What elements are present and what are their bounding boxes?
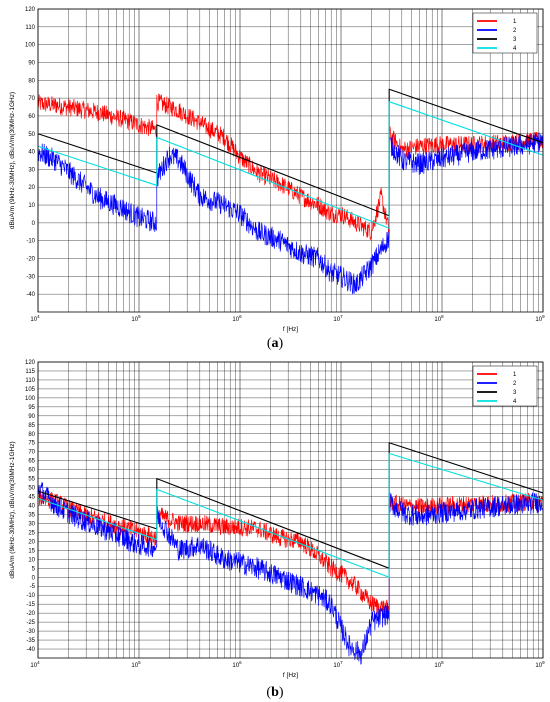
chart-a-ytick-label: 70: [28, 96, 35, 102]
chart-b-ytick-label: 25: [28, 530, 35, 536]
chart-a-ylabel: dBuA/m (9kHz-30MHz), dBuV/m(30MHz-1GHz): [9, 92, 16, 229]
chart-b-legend: 1 2 3 4: [472, 365, 538, 407]
chart-b-ytick-label: 20: [28, 539, 35, 545]
caption-b: (b): [266, 685, 283, 700]
chart-b-ytick-label: 55: [28, 477, 35, 483]
chart-b-ytick-label: 65: [28, 459, 35, 465]
chart-b-ytick-label: -20: [26, 611, 35, 617]
chart-b-xtick-label: 104: [30, 660, 40, 669]
chart-b-legend-label: 4: [513, 399, 517, 405]
chart-a-series-3-line: [37, 88, 544, 217]
chart-b-xtick-label: 105: [131, 660, 141, 669]
chart-b-legend-label: 1: [513, 372, 517, 378]
chart-b-xlabel: f [Hz]: [283, 672, 298, 679]
chart-b-ytick-label: -30: [26, 629, 35, 635]
chart-b-xtick-label: 108: [434, 660, 444, 669]
chart-b-ytick-label: 50: [28, 486, 35, 492]
chart-b-ytick-label: 110: [25, 378, 35, 384]
chart-b-ytick-label: 10: [28, 557, 35, 563]
chart-b-ytick-label: -35: [26, 638, 35, 644]
chart-a-legend-label: 3: [513, 37, 517, 43]
chart-b-series-2-line: [37, 482, 544, 665]
chart-b-frame: [37, 361, 544, 659]
chart-a-plot-area: [38, 9, 543, 312]
chart-a-ytick-label: -30: [26, 274, 35, 280]
chart-b-ytick-label: 95: [28, 405, 35, 411]
chart-a-xtick-label: 107: [333, 314, 343, 323]
chart-a-ytick-label: -40: [26, 292, 35, 298]
chart-b-ytick-label: 40: [28, 504, 35, 510]
chart-b-ytick-label: -15: [26, 602, 35, 608]
chart-b-legend-label: 2: [513, 381, 517, 387]
chart-a-ytick-label: 30: [28, 167, 35, 173]
chart-b-ytick-label: 90: [28, 414, 35, 420]
chart-b-xtick-label: 107: [333, 660, 343, 669]
chart-a-ytick-label: 110: [25, 25, 35, 31]
chart-b-ytick-label: 85: [28, 423, 35, 429]
chart-a-xtick-label: 106: [232, 314, 242, 323]
chart-b-ytick-label: 70: [28, 450, 35, 456]
chart-a-xlabel: f [Hz]: [283, 326, 298, 333]
chart-b-ytick-label: -10: [26, 593, 35, 599]
chart-b-ytick-label: -40: [26, 647, 35, 653]
chart-a-ytick-label: -20: [26, 257, 35, 263]
chart-a-ytick-label: 100: [25, 43, 36, 49]
caption-a: (a): [267, 336, 284, 351]
chart-b-ytick-label: 5: [32, 566, 36, 572]
chart-b-ytick-label: 30: [28, 521, 35, 527]
chart-b-ytick-label: 115: [25, 369, 35, 375]
chart-b-legend-label: 3: [513, 390, 517, 396]
chart-b-ylabel: dBuA/m (9kHz-30MHz), dBuV/m(30MHz-1GHz): [9, 441, 16, 578]
chart-a-ytick-label: 60: [28, 114, 35, 120]
chart-b-ytick-label: -5: [30, 584, 36, 590]
chart-a-ytick-label: 90: [28, 60, 35, 66]
chart-b-legend-box: [472, 365, 538, 407]
chart-a-xtick-label: 104: [30, 314, 40, 323]
chart-a-xtick-label: 105: [131, 314, 141, 323]
chart-a-series-4-line: [37, 101, 544, 229]
chart-a-legend-label: 4: [513, 46, 517, 52]
chart-b-ytick-label: 105: [25, 387, 36, 393]
chart-b-ytick-label: 120: [25, 360, 36, 366]
chart-a-ytick-label: 120: [25, 7, 36, 13]
chart-b-ytick-label: 60: [28, 468, 35, 474]
chart-a-legend-label: 1: [513, 19, 517, 25]
chart-b-ytick-label: 0: [32, 575, 36, 581]
chart-b-ytick-label: 45: [28, 495, 35, 501]
chart-a-frame: [37, 8, 544, 313]
chart-a-legend: 1 2 3 4: [472, 12, 538, 54]
chart-b-ytick-label: 75: [28, 441, 35, 447]
panel-b-chart: 1201151101051009590858075706560555045403…: [9, 360, 545, 679]
chart-a-ytick-label: 50: [28, 132, 35, 138]
chart-b-ytick-label: 15: [28, 548, 35, 554]
chart-b-series-4-line: [37, 452, 544, 578]
chart-b-ytick-label: 35: [28, 512, 35, 518]
chart-a-xtick-label: 109: [535, 314, 545, 323]
chart-a-xtick-label: 108: [434, 314, 444, 323]
chart-a-series-2-line: [37, 131, 544, 295]
chart-b-series-3-line: [37, 442, 544, 569]
chart-b-ytick-label: 100: [25, 396, 36, 402]
chart-a-ytick-label: -10: [26, 239, 35, 245]
chart-a-legend-box: [472, 12, 538, 54]
chart-b-ytick-label: -25: [26, 620, 35, 626]
chart-a-legend-label: 2: [513, 28, 517, 34]
panel-a-chart: 1201101009080706050403020100-10-20-30-40…: [9, 7, 545, 333]
chart-b-xtick-label: 109: [535, 660, 545, 669]
chart-a-ytick-label: 10: [28, 203, 35, 209]
chart-a-ytick-label: 80: [28, 78, 35, 84]
chart-b-xtick-label: 106: [232, 660, 242, 669]
chart-a-ytick-label: 20: [28, 185, 35, 191]
chart-a-ytick-label: 0: [32, 221, 36, 227]
chart-a-ytick-label: 40: [28, 150, 35, 156]
chart-b-ytick-label: 80: [28, 432, 35, 438]
